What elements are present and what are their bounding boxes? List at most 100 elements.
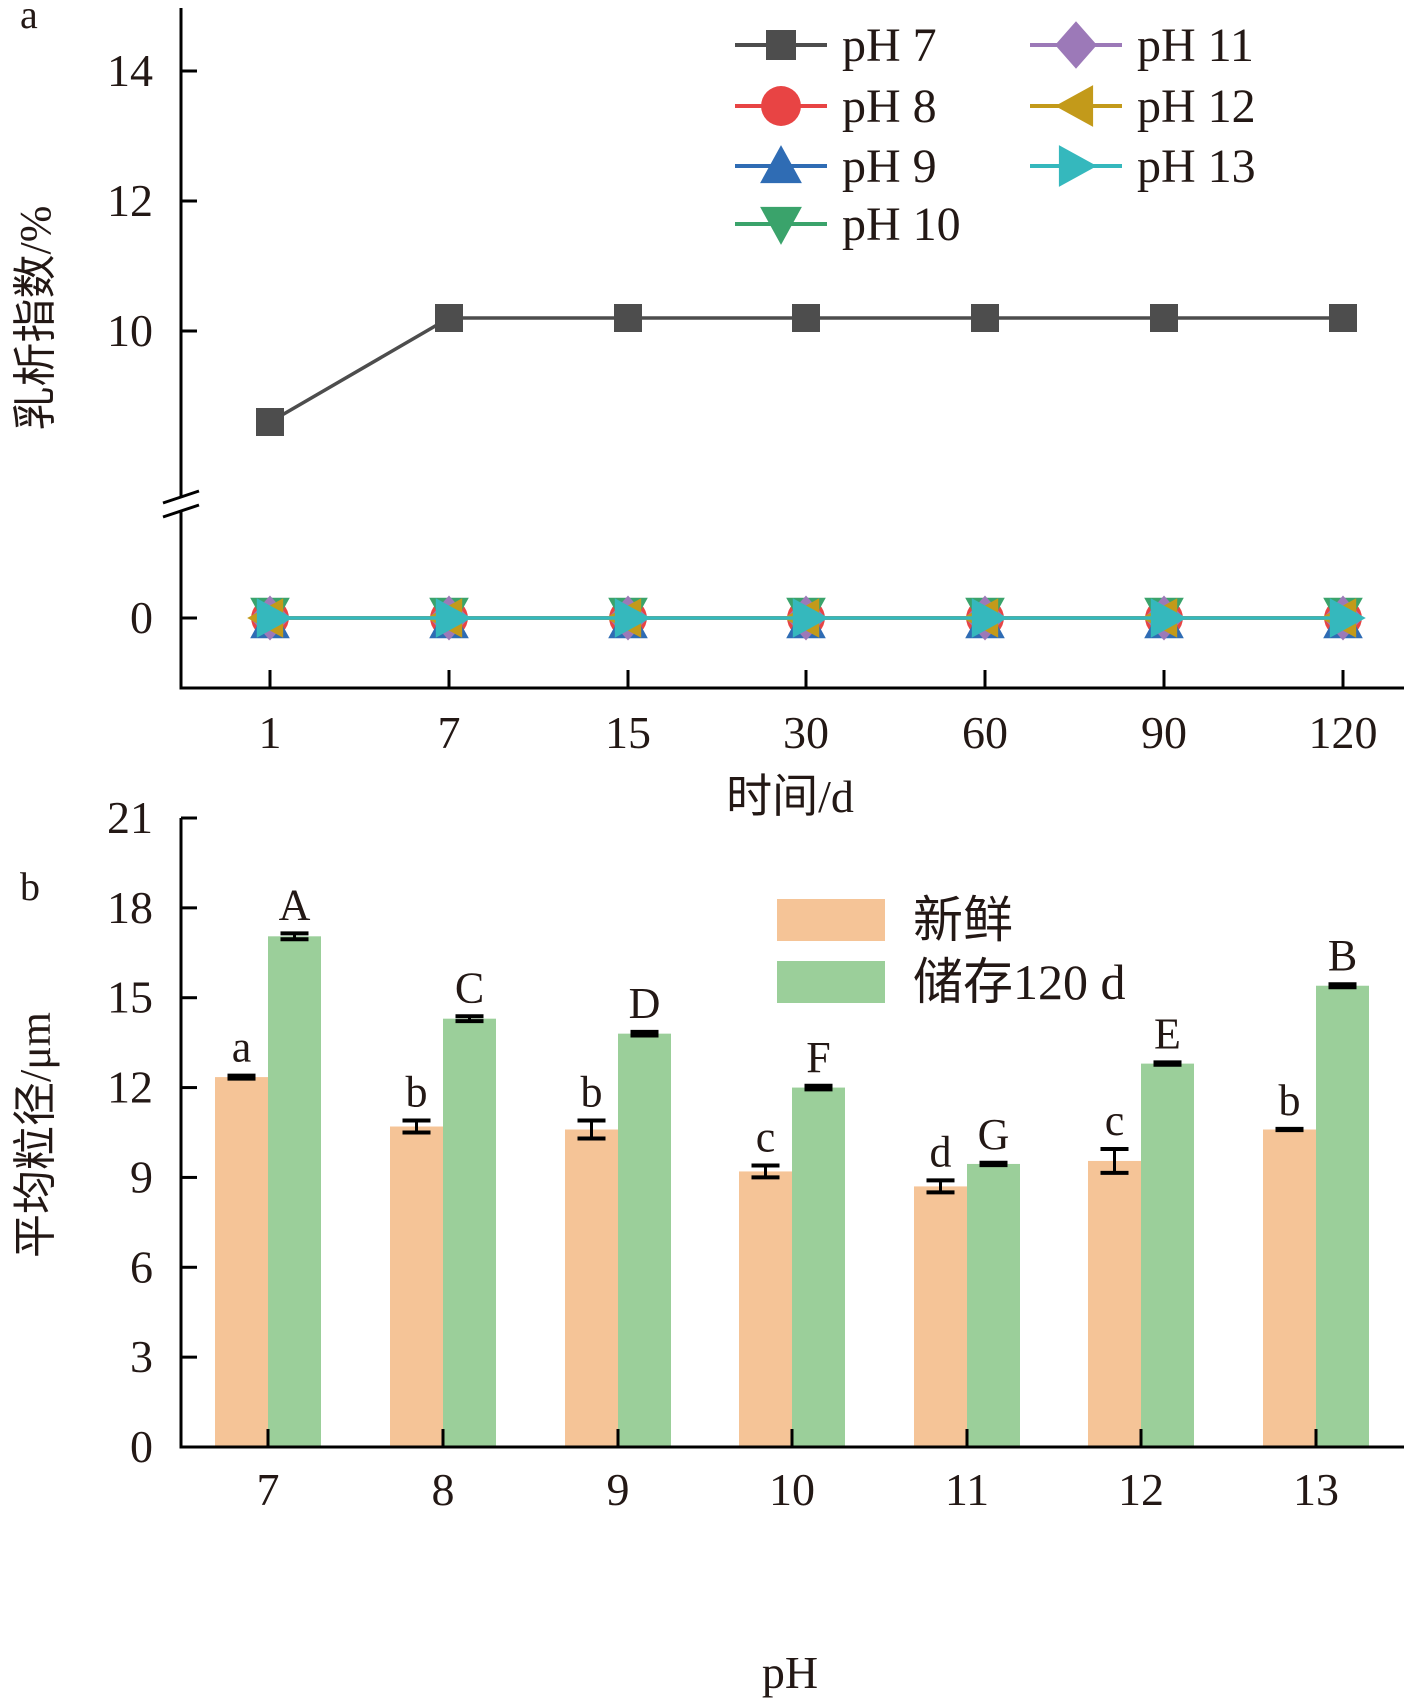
data-point [435,304,463,332]
bar-series-stored-120d: A C D F G E B [268,880,1369,1447]
legend-item-ph-10: pH 10 [735,198,961,251]
legend-label: pH 8 [842,80,937,133]
error-bar [1153,1060,1182,1067]
significance-label: b [1279,1076,1301,1125]
legend-label: pH 7 [842,19,937,72]
panel-b-label: b [20,864,40,909]
bar [1088,1160,1141,1447]
bar [914,1186,967,1447]
legend-label: 新鲜 [913,892,1013,948]
bar [565,1129,618,1447]
panel-a-x-tick-label: 30 [783,707,829,758]
error-bar [402,1118,431,1135]
bar-series-fresh: a b b c d c b [215,1023,1316,1447]
error-bar [577,1118,606,1141]
panel-b-bars: a b b c d c b A C D F G E B [215,880,1369,1447]
panel-b-y-tick-label: 0 [130,1421,153,1472]
legend-item-ph-8: pH 8 [735,80,937,133]
data-point [614,598,651,638]
panel-a-x-axis-title: 时间/d [726,771,854,822]
significance-label: c [756,1112,776,1161]
data-point [256,598,293,638]
data-point [435,598,472,638]
significance-label: E [1154,1009,1181,1058]
legend-marker [761,86,801,126]
bar [443,1018,496,1447]
error-bar [1275,1126,1304,1133]
error-bar [280,931,309,942]
panel-a-series [247,304,1366,641]
error-bar [455,1014,484,1024]
significance-label: c [1105,1096,1125,1145]
bar [792,1087,845,1447]
panel-a-y-tick-label: 14 [107,45,153,96]
legend-swatch [777,899,885,941]
panel-a-y-axis-title: 乳析指数/% [11,206,60,431]
data-point [256,408,284,436]
panel-b-y-tick-label: 6 [130,1241,153,1292]
significance-label: B [1328,931,1357,980]
legend-item-ph-12: pH 12 [1030,80,1256,133]
legend-label: pH 11 [1137,19,1254,72]
panel-a-y-ticks: 10 12 14 0 [107,45,197,643]
data-point [792,598,829,638]
error-bar [227,1073,256,1081]
significance-label: b [581,1068,603,1117]
panel-a-label: a [20,0,38,37]
panel-b-y-axis-title: 平均粒径/μm [11,1012,60,1258]
panel-b-x-ticks: 7 8 9 10 11 12 13 [257,1429,1339,1515]
legend-item-ph-11: pH 11 [1030,19,1254,72]
panel-b-y-tick-label: 21 [107,792,153,843]
bar [390,1126,443,1447]
error-bar [979,1160,1008,1168]
panel-b-y-tick-label: 9 [130,1151,153,1202]
significance-label: b [406,1068,428,1117]
significance-label: C [455,963,484,1012]
bar [739,1171,792,1447]
significance-label: A [279,880,311,929]
error-bar [926,1178,955,1195]
panel-b-x-tick-label: 10 [769,1464,815,1515]
legend-marker [766,30,796,60]
significance-label: F [806,1033,830,1082]
legend-label: pH 13 [1137,140,1256,193]
significance-label: D [629,979,661,1028]
legend-marker [1058,145,1097,187]
panel-b-y-tick-label: 18 [107,882,153,933]
legend-marker [760,206,802,245]
data-point [1150,304,1178,332]
legend-label: pH 10 [842,198,961,251]
bar [1316,985,1369,1447]
legend-item-ph-13: pH 13 [1030,140,1256,193]
panel-a-x-tick-label: 60 [962,707,1008,758]
data-point [1329,304,1357,332]
panel-b-x-tick-label: 11 [945,1464,989,1515]
panel-a-emulsion-index-chart: a 乳析指数/% 时间/d 10 12 14 0 1 7 15 30 60 90 120 pH 7… [11,0,1404,822]
bar [215,1077,268,1447]
bar [618,1033,671,1447]
error-bar [1100,1146,1129,1175]
legend-item-fresh: 新鲜 [777,892,1013,948]
bar [1141,1063,1194,1447]
panel-a-x-tick-label: 7 [438,707,461,758]
panel-b-x-tick-label: 9 [607,1464,630,1515]
panel-b-x-axis-title: pH [762,1647,818,1698]
data-point [614,304,642,332]
panel-a-x-ticks: 1 7 15 30 60 90 120 [259,670,1378,758]
panel-b-y-tick-label: 15 [107,972,153,1023]
series-ph-7 [256,304,1357,436]
panel-a-y-tick-label: 12 [107,175,153,226]
panel-b-x-tick-label: 12 [1118,1464,1164,1515]
bar [967,1163,1020,1447]
legend-marker [1055,21,1097,69]
data-point [1150,598,1187,638]
panel-b-x-tick-label: 13 [1293,1464,1339,1515]
legend-label: 储存120 d [913,954,1126,1010]
panel-b-y-tick-label: 3 [130,1331,153,1382]
panel-b-x-tick-label: 8 [432,1464,455,1515]
significance-label: a [232,1023,252,1072]
panel-b-particle-size-chart: b 平均粒径/μm pH a b b c d c b A C D F G E B 0 3 6 9 12 15 18 21… [11,792,1404,1698]
series-line [269,316,1343,424]
